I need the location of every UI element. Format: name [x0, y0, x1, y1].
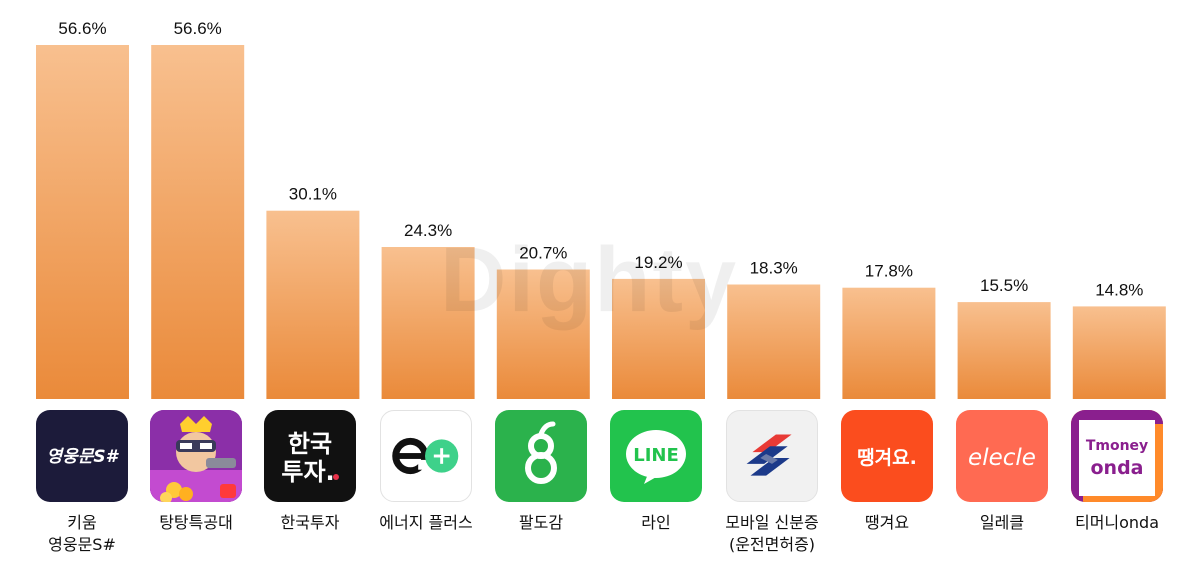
app-name-paldogam: 팔도감: [518, 513, 564, 532]
svg-text:투자.: 투자.: [281, 458, 334, 486]
bar-8: [842, 287, 936, 399]
svg-text:영웅문S#: 영웅문S#: [47, 447, 120, 467]
bar-9: [957, 302, 1051, 399]
value-label-8: 17.8%: [865, 262, 913, 281]
value-label-9: 15.5%: [980, 276, 1028, 295]
svg-text:LINE: LINE: [633, 445, 679, 466]
svg-text:onda: onda: [1090, 457, 1143, 479]
value-label-3: 30.1%: [289, 185, 337, 204]
tmoney-onda-icon: Tmoney onda: [1071, 410, 1163, 502]
bar-1: [36, 45, 129, 399]
value-label-6: 19.2%: [634, 253, 682, 272]
energy-plus-icon: [380, 410, 472, 502]
app-name-elecle: 일레클: [979, 513, 1025, 532]
value-label-2: 56.6%: [174, 19, 222, 38]
value-label-5: 20.7%: [519, 244, 567, 263]
bar-7: [727, 284, 821, 399]
value-label-10: 14.8%: [1095, 280, 1143, 299]
mobile-id-icon: [726, 410, 818, 502]
app-name-ddangyo: 땡겨요: [864, 513, 910, 532]
bar-chart: 56.6% 56.6% 30.1% 24.3% 20.7% 19.2% 18.3% 17.8%…: [36, 19, 1166, 399]
app-name-energy-plus: 에너지 플러스: [379, 513, 473, 532]
bar-5: [496, 269, 590, 399]
korea-investment-icon: 한국 투자.: [264, 410, 356, 502]
svg-text:Tmoney: Tmoney: [1086, 438, 1148, 454]
value-label-7: 18.3%: [750, 259, 798, 278]
tangtang-icon: [150, 410, 242, 502]
bar-4: [381, 247, 475, 399]
ddangyo-icon: 땡겨요.: [841, 410, 933, 502]
bar-10: [1072, 306, 1166, 399]
value-label-4: 24.3%: [404, 221, 452, 240]
kiwoom-icon: 영웅문S#: [36, 410, 128, 502]
bar-6: [612, 278, 705, 399]
line-icon: LINE: [610, 410, 702, 502]
app-name-line: 라인: [641, 513, 671, 532]
value-label-1: 56.6%: [58, 19, 106, 38]
app-name-korea-investment: 한국투자: [280, 513, 340, 532]
svg-text:한국: 한국: [288, 430, 332, 458]
svg-text:elecle: elecle: [968, 445, 1036, 471]
app-name-mobile-id: 모바일 신분증 (운전면허증): [725, 513, 819, 554]
bar-3: [266, 210, 360, 399]
bar-2: [151, 45, 245, 399]
app-name-tmoney-onda: 티머니onda: [1074, 513, 1160, 532]
paldogam-icon: [495, 410, 587, 502]
elecle-icon: elecle: [956, 410, 1048, 502]
app-name-tangtang: 탕탕특공대: [159, 513, 233, 532]
app-name-kiwoom: 키움 영웅문S#: [48, 513, 116, 554]
svg-text:땡겨요.: 땡겨요.: [857, 447, 917, 469]
